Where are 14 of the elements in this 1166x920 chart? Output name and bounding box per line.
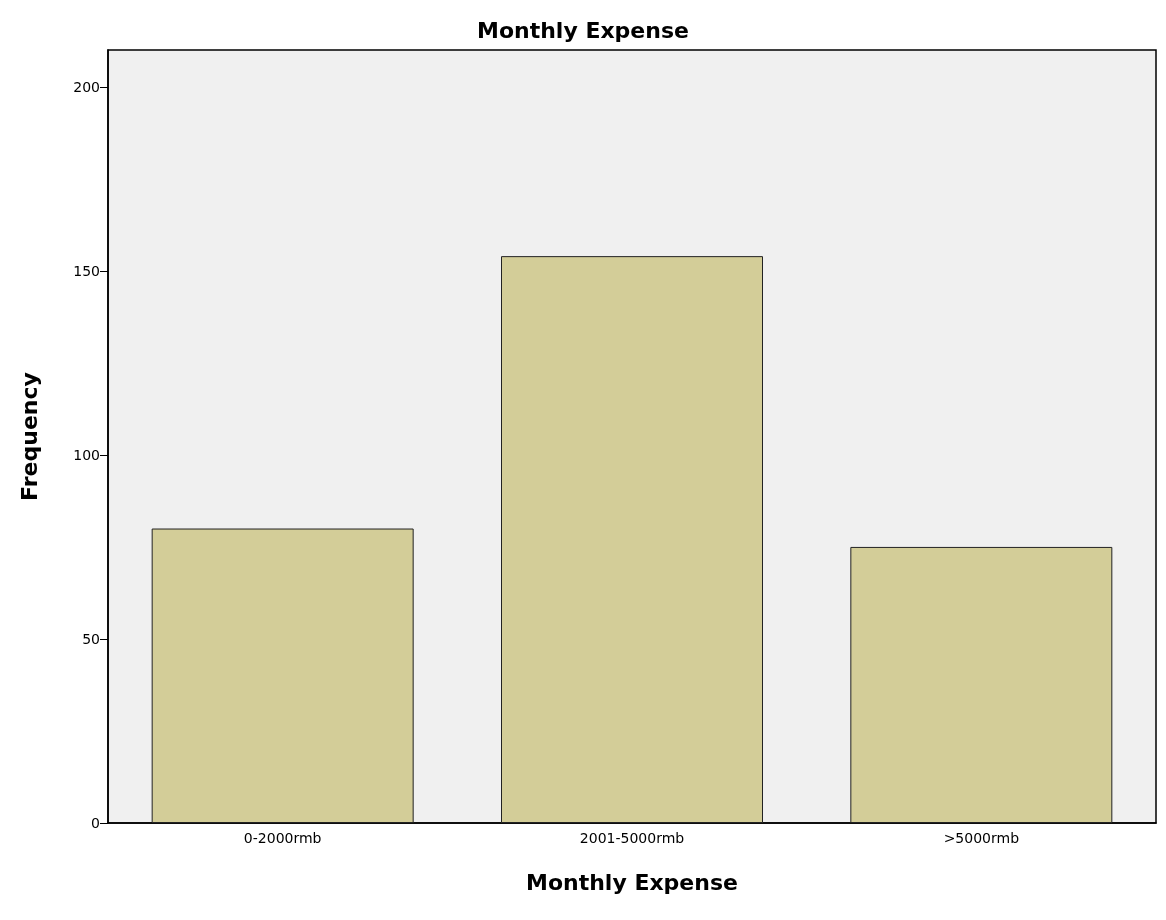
- x-tick-label: 0-2000rmb: [243, 830, 322, 846]
- chart-title: Monthly Expense: [477, 17, 689, 43]
- y-tick-label: 0: [91, 815, 100, 831]
- x-axis-title: Monthly Expense: [526, 869, 738, 895]
- bar: [501, 256, 763, 823]
- y-tick-label: 50: [82, 630, 100, 647]
- y-tick-label: 200: [73, 78, 100, 95]
- y-tick-label: 150: [73, 262, 100, 279]
- x-tick-label: 2001-5000rmb: [579, 830, 685, 846]
- bar: [151, 528, 414, 823]
- x-tick-label: >5000rmb: [943, 830, 1020, 846]
- y-tick-label: 100: [73, 446, 100, 463]
- bar: [850, 546, 1113, 823]
- y-axis-title: Frequency: [16, 372, 42, 501]
